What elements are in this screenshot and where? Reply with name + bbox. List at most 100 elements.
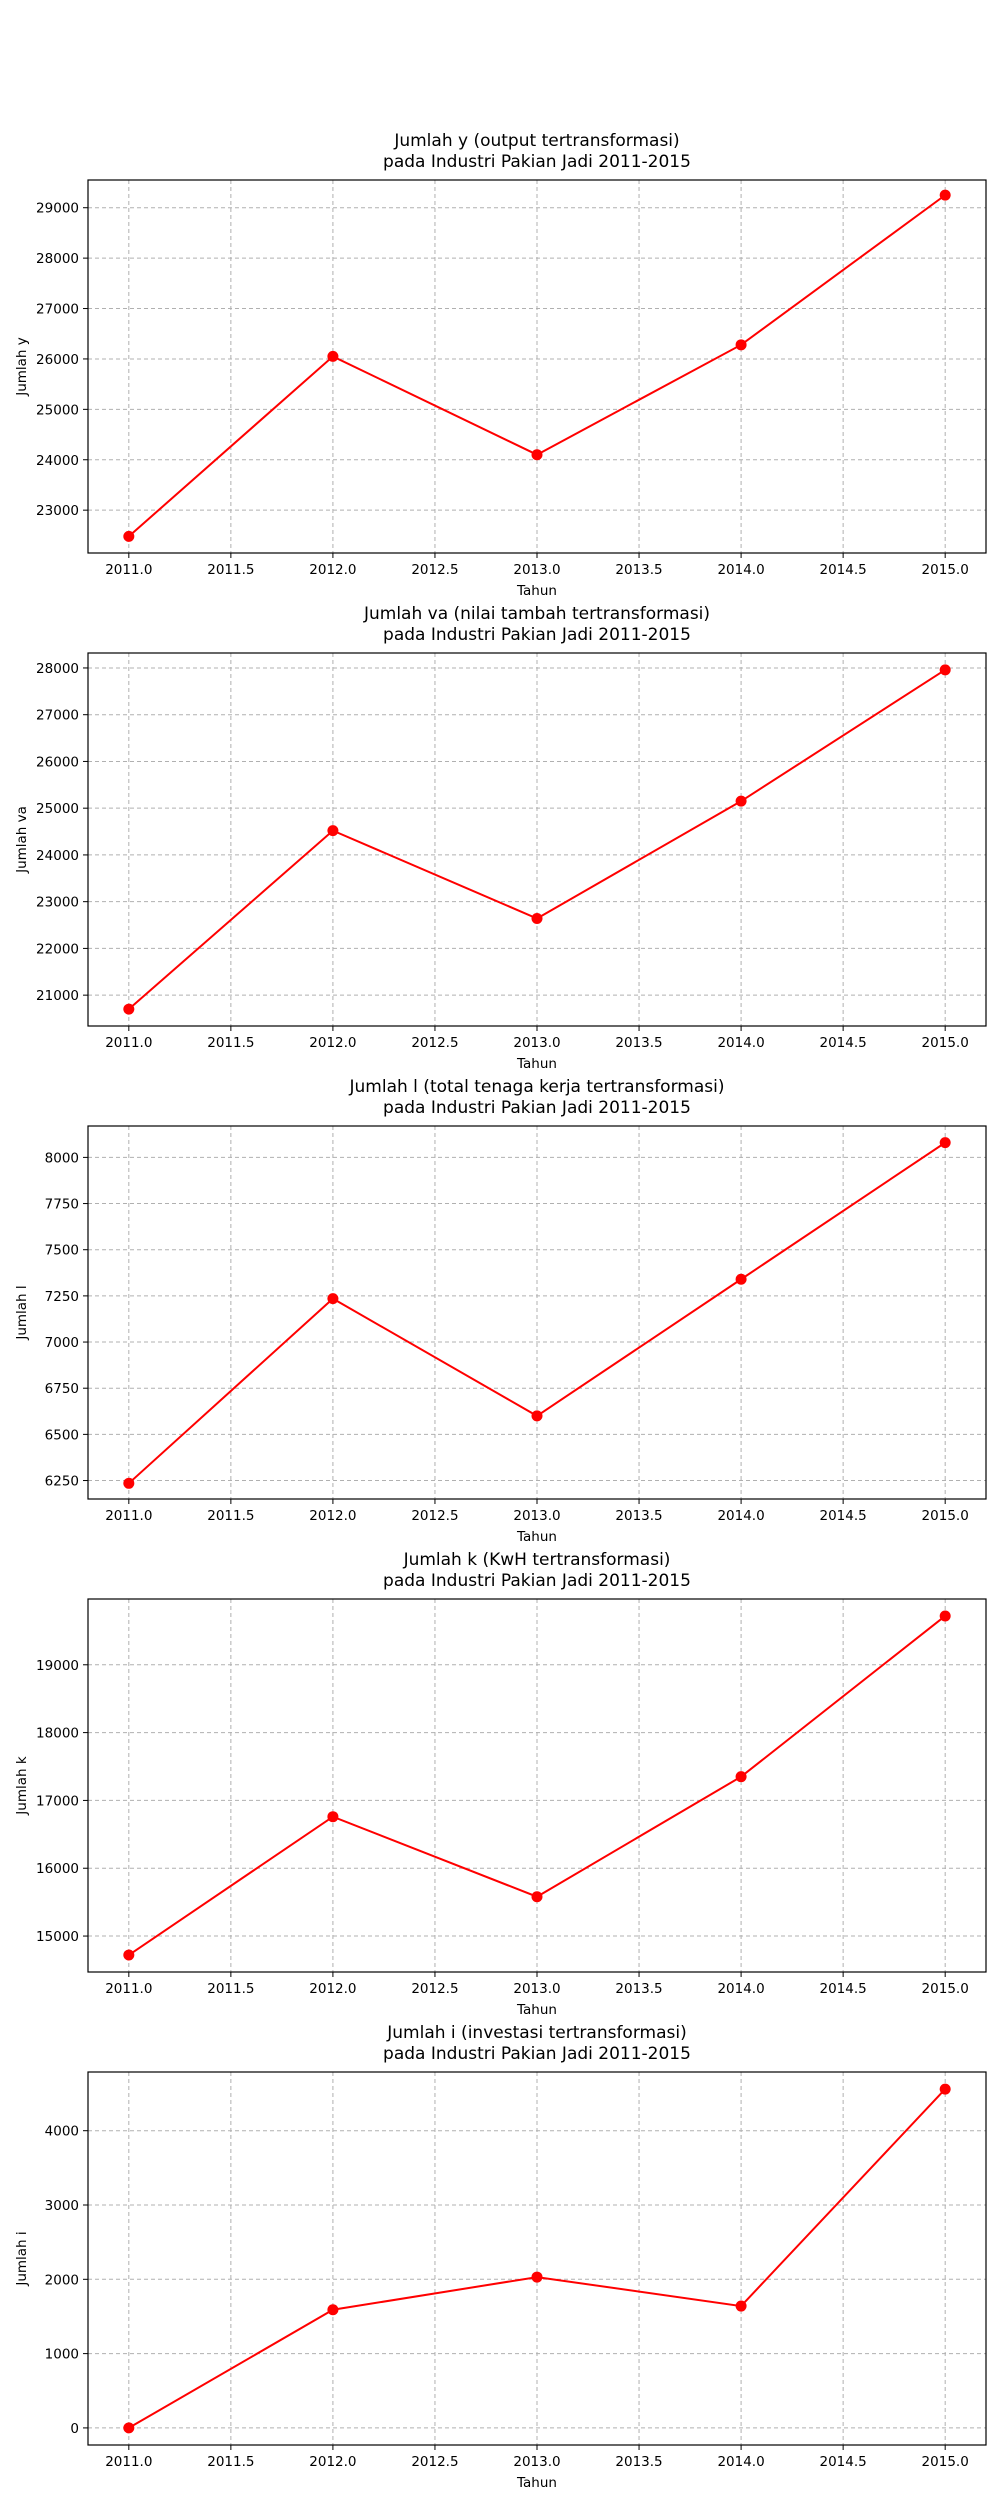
y-tick-label: 19000 [36,1658,79,1674]
data-point [327,825,339,837]
chart-title: Jumlah l (total tenaga kerja tertransfor… [349,1077,725,1118]
x-tick-label: 2012.5 [411,1035,458,1051]
data-point [531,1891,543,1903]
x-axis-label: Tahun [516,583,557,599]
series-line [128,668,946,1010]
x-tick-label: 2012.0 [309,562,356,578]
y-tick-label: 6250 [45,1474,79,1490]
x-tick-label: 2012.5 [411,562,458,578]
x-tick-label: 2012.0 [309,1035,356,1051]
y-tick-label: 8000 [45,1150,79,1166]
data-point [939,2083,951,2095]
x-tick-label: 2013.0 [513,562,560,578]
series-line [128,2088,946,2429]
x-tick-label: 2011.0 [105,1508,152,1524]
y-tick-label: 2000 [45,2272,79,2288]
y-tick-label: 6500 [45,1427,79,1443]
x-tick-label: 2013.0 [513,1035,560,1051]
series-line [128,1141,946,1485]
data-point [735,1771,747,1783]
data-point [531,1410,543,1422]
data-point [123,2422,135,2434]
x-tick-label: 2014.0 [717,1508,764,1524]
x-tick-label: 2013.0 [513,2454,560,2470]
x-tick-label: 2012.5 [411,1981,458,1997]
data-point [735,795,747,807]
x-tick-label: 2014.0 [717,1981,764,1997]
data-point [735,339,747,351]
x-tick-label: 2014.5 [820,562,867,578]
y-axis-label: Jumlah l [14,1285,30,1340]
x-tick-label: 2011.0 [105,2454,152,2470]
data-point [327,1293,339,1305]
y-axis-label: Jumlah va [14,806,30,874]
x-tick-label: 2012.0 [309,1508,356,1524]
chart-panel-3: 2011.0 2011.5 2012.0 2012.5 2013.0 2013.5 2014… [14,1077,987,1545]
data-point [531,2271,543,2283]
y-tick-label: 26000 [36,352,79,368]
data-point [531,912,543,924]
data-point [327,350,339,362]
x-tick-label: 2015.0 [922,1035,969,1051]
y-tick-label: 4000 [45,2124,79,2140]
x-tick-label: 2014.5 [820,1508,867,1524]
x-tick-label: 2014.5 [820,1981,867,1997]
x-tick-label: 2013.0 [513,1981,560,1997]
x-axis-label: Tahun [516,1529,557,1545]
y-tick-label: 27000 [36,708,79,724]
data-point [327,2304,339,2316]
data-point [735,2300,747,2312]
x-tick-label: 2011.5 [207,1035,254,1051]
y-tick-label: 21000 [36,988,79,1004]
x-tick-label: 2014.5 [820,1035,867,1051]
y-axis-label: Jumlah i [14,2231,30,2286]
y-tick-label: 1000 [45,2347,79,2363]
x-tick-label: 2013.5 [615,1035,662,1051]
data-point [939,189,951,201]
data-point [735,1273,747,1285]
y-tick-label: 25000 [36,801,79,817]
data-point [123,1949,135,1961]
x-tick-label: 2014.0 [717,562,764,578]
data-point [939,1610,951,1622]
x-axis-label: Tahun [516,2475,557,2491]
y-tick-label: 7500 [45,1243,79,1259]
y-tick-label: 23000 [36,895,79,911]
x-tick-label: 2011.0 [105,562,152,578]
data-point [327,1811,339,1823]
x-tick-label: 2012.0 [309,1981,356,1997]
x-tick-label: 2011.5 [207,1508,254,1524]
y-tick-label: 18000 [36,1726,79,1742]
x-tick-label: 2013.5 [615,562,662,578]
x-tick-label: 2014.0 [717,1035,764,1051]
data-point [939,664,951,676]
x-tick-label: 2012.5 [411,2454,458,2470]
x-tick-label: 2015.0 [922,562,969,578]
x-tick-label: 2012.0 [309,2454,356,2470]
x-tick-label: 2011.0 [105,1981,152,1997]
series-line [128,1615,946,1956]
y-tick-label: 23000 [36,503,79,519]
x-axis-label: Tahun [516,2002,557,2018]
x-tick-label: 2013.5 [615,1981,662,1997]
y-tick-label: 3000 [45,2198,79,2214]
chart-panel-2: 2011.0 2011.5 2012.0 2012.5 2013.0 2013.5 2014… [14,604,987,1072]
x-tick-label: 2011.5 [207,1981,254,1997]
y-tick-label: 29000 [36,201,79,217]
x-tick-label: 2011.5 [207,2454,254,2470]
chart-title: Jumlah va (nilai tambah tertransformasi)… [363,604,710,645]
y-axis-label: Jumlah y [14,337,30,397]
y-tick-label: 27000 [36,302,79,318]
y-tick-label: 26000 [36,754,79,770]
y-tick-label: 24000 [36,453,79,469]
y-tick-label: 22000 [36,941,79,957]
chart-panel-5: 2011.0 2011.5 2012.0 2012.5 2013.0 2013.5 2014… [14,2023,987,2491]
chart-title: Jumlah y (output tertransformasi) pada In… [383,131,691,172]
data-point [939,1137,951,1149]
x-tick-label: 2014.5 [820,2454,867,2470]
y-tick-label: 17000 [36,1793,79,1809]
x-tick-label: 2015.0 [922,2454,969,2470]
x-tick-label: 2013.5 [615,1508,662,1524]
chart-title: Jumlah k (KwH tertransformasi) pada Indus… [383,1550,691,1591]
y-tick-label: 0 [70,2421,79,2437]
